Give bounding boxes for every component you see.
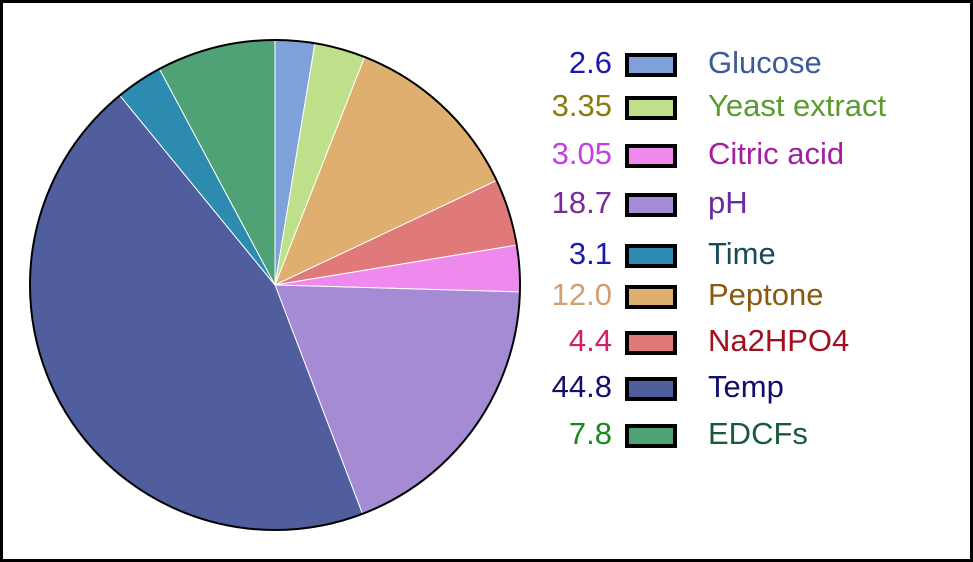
legend-swatch xyxy=(625,53,677,77)
legend-value: 3.1 xyxy=(569,236,612,271)
legend-value: 12.0 xyxy=(552,277,612,312)
legend-value: 4.4 xyxy=(569,323,612,358)
legend-swatch xyxy=(625,285,677,309)
legend-label: Na2HPO4 xyxy=(708,323,849,358)
legend-value: 7.8 xyxy=(569,416,612,451)
legend-swatch xyxy=(625,244,677,268)
legend-swatch xyxy=(625,331,677,355)
legend-label: Yeast extract xyxy=(708,88,886,123)
legend-value: 2.6 xyxy=(569,45,612,80)
legend-swatch xyxy=(625,144,677,168)
legend-label: Glucose xyxy=(708,45,822,80)
legend-label: Citric acid xyxy=(708,136,844,171)
legend-value: 3.05 xyxy=(552,136,612,171)
legend-label: EDCFs xyxy=(708,416,808,451)
legend-swatch xyxy=(625,96,677,120)
legend-value: 18.7 xyxy=(552,185,612,220)
legend-swatch xyxy=(625,193,677,217)
legend-value: 44.8 xyxy=(552,369,612,404)
legend-label: Peptone xyxy=(708,277,824,312)
legend-label: pH xyxy=(708,185,748,220)
legend-swatch xyxy=(625,424,677,448)
legend-swatch xyxy=(625,377,677,401)
legend-label: Temp xyxy=(708,369,784,404)
legend-value: 3.35 xyxy=(552,88,612,123)
legend-label: Time xyxy=(708,236,776,271)
pie-outline xyxy=(29,39,521,531)
